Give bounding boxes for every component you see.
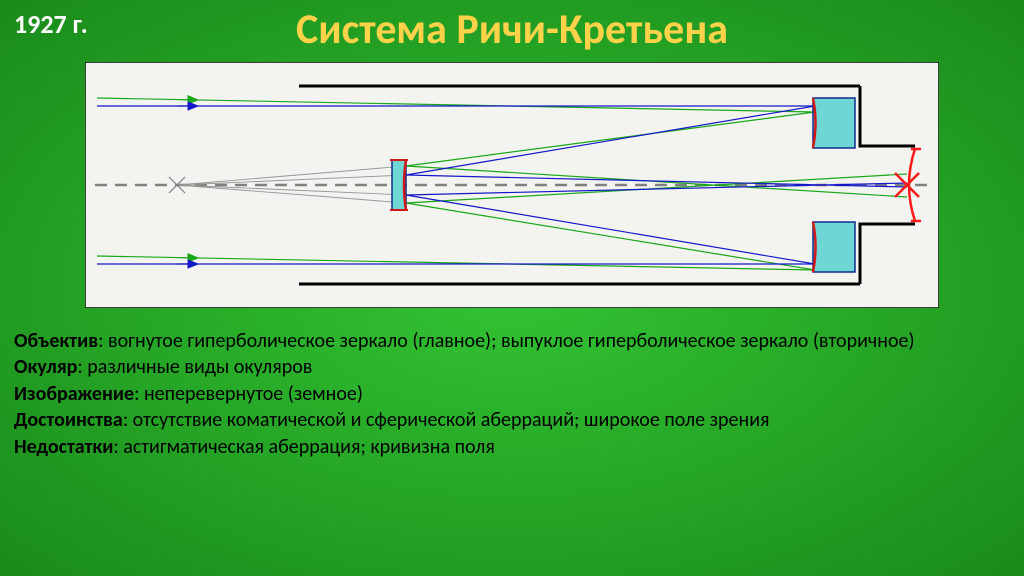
description-line: Окуляр: различные виды окуляров [14,354,1010,380]
optical-diagram [85,62,939,308]
description-line: Объектив: вогнутое гиперболическое зерка… [14,328,1010,354]
description-line: Достоинства: отсутствие коматической и с… [14,407,1010,433]
description-block: Объектив: вогнутое гиперболическое зерка… [14,328,1010,460]
description-line: Изображение: неперевернутое (земное) [14,381,1010,407]
description-line: Недостатки: астигматическая аберрация; к… [14,434,1010,460]
slide-title: Система Ричи-Кретьена [0,4,1024,55]
